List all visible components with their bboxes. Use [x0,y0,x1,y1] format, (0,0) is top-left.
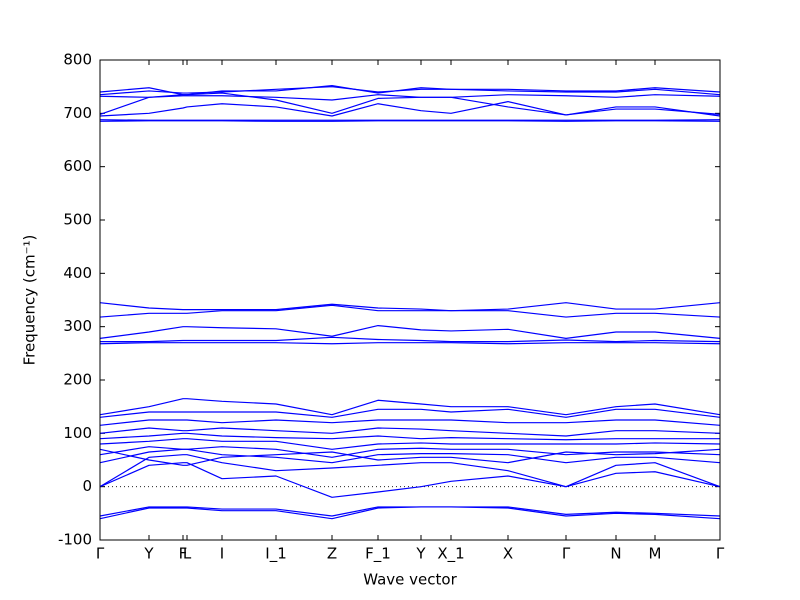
band-line [99,506,721,517]
band-line [99,302,721,312]
y-axis-label: Frequency (cm⁻¹) [21,235,39,366]
y-tick-label: -100 [58,531,92,549]
y-tick-label: 500 [63,211,92,229]
y-tick-label: 600 [63,157,92,175]
band-line [99,342,721,345]
band-line [99,446,721,458]
y-tick-label: 300 [63,317,92,335]
band-line [99,448,721,466]
band-line [99,85,721,96]
band-line [99,101,721,117]
band-line [99,427,721,437]
band-line [99,454,721,488]
x-tick-label: F_1 [365,545,391,564]
band-line [99,419,721,426]
band-line [99,120,721,122]
band-line [99,398,721,416]
band-line [99,438,721,450]
x-tick-label: M [649,545,662,563]
x-tick-label: Γ [96,545,105,563]
band-line [99,94,721,101]
y-tick-label: 100 [63,424,92,442]
y-tick-label: 0 [82,477,92,495]
x-tick-label: I [220,545,224,563]
x-tick-label: X [503,545,513,563]
x-tick-label: Y [143,545,154,563]
x-axis-label: Wave vector [363,571,457,589]
x-tick-label: Γ [716,545,725,563]
x-tick-label: X_1 [437,545,464,564]
y-tick-label: 200 [63,371,92,389]
x-tick-label: I_1 [265,545,286,564]
band-line [99,432,720,441]
band-line [99,86,721,96]
x-tick-label: F [179,545,188,563]
x-tick-label: Γ [562,545,571,563]
band-line [99,119,721,121]
x-tick-label: L [183,545,192,563]
band-line [99,506,721,520]
plot-frame [99,59,721,541]
band-line [100,336,721,343]
band-line [99,325,721,339]
y-tick-label: 800 [63,51,92,69]
x-tick-label: N [610,545,621,563]
band-line [99,462,721,498]
x-tick-label: Y [415,545,426,563]
band-line [99,304,721,318]
y-tick-label: 700 [63,104,92,122]
x-tick-label: Z [327,545,337,563]
band-line [99,408,721,418]
y-tick-label: 400 [63,264,92,282]
